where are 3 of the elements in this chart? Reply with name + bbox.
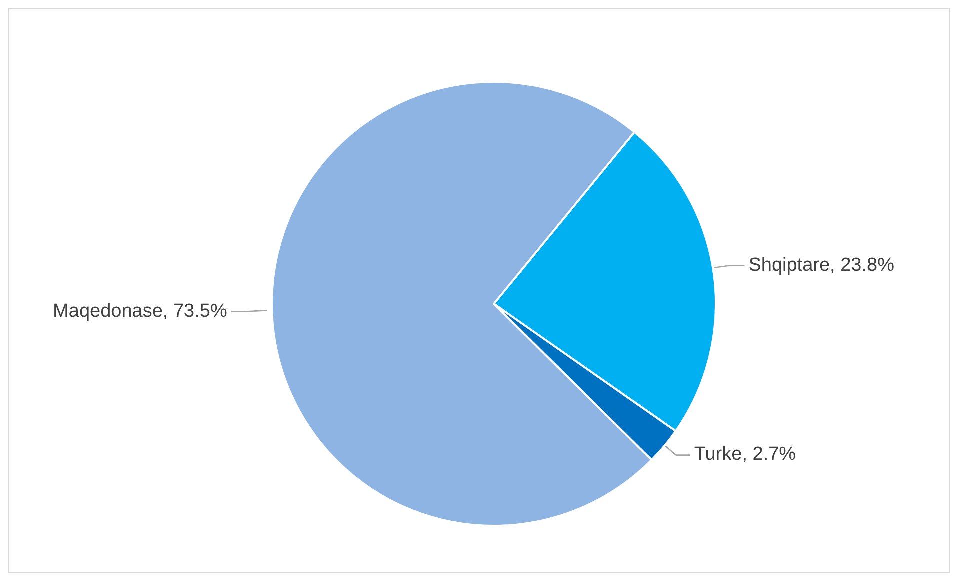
slice-label: Shqiptare, 23.8% bbox=[748, 254, 896, 277]
slice-label: Turke, 2.7% bbox=[694, 444, 798, 466]
slice-label: Maqedonase, 73.5% bbox=[52, 300, 228, 323]
